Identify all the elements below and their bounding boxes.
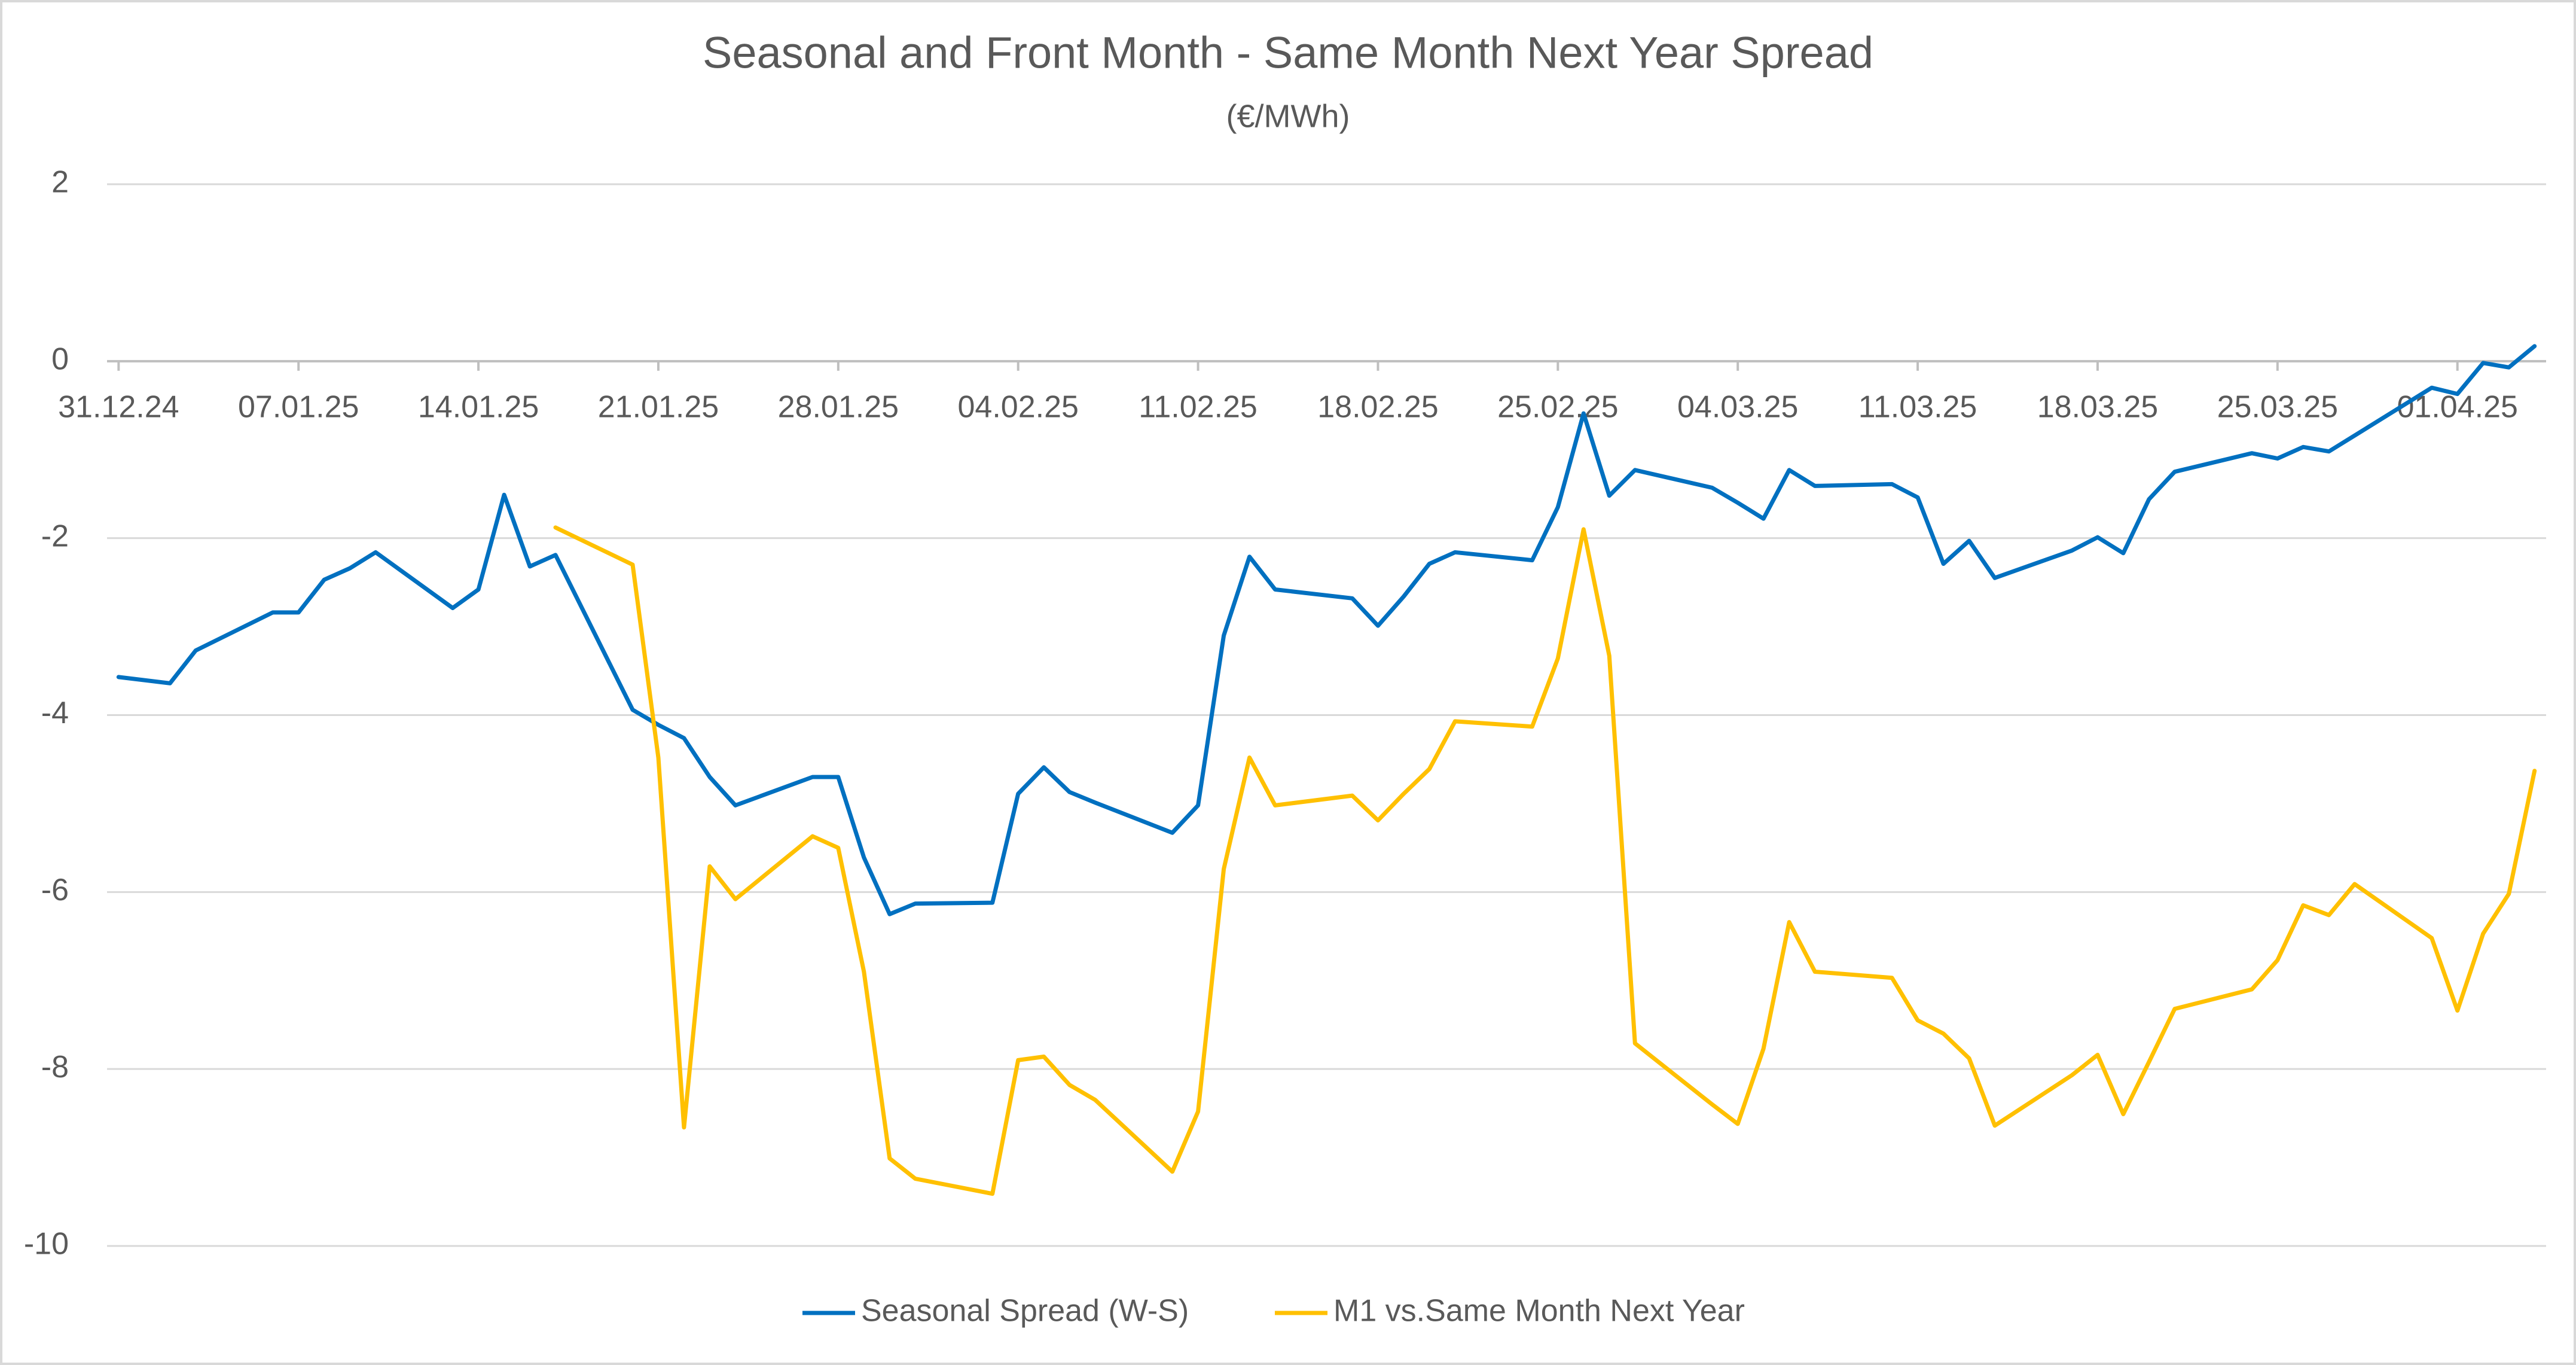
x-tick-label: 11.03.25 — [1858, 390, 1977, 425]
x-tick-label: 07.01.25 — [238, 390, 359, 425]
chart-title: Seasonal and Front Month - Same Month Ne… — [703, 28, 1873, 78]
chart-subtitle: (€/MWh) — [1226, 98, 1350, 134]
x-tick-label: 28.01.25 — [778, 390, 899, 425]
y-tick-label: 0 — [51, 342, 69, 377]
x-tick-label: 25.02.25 — [1497, 390, 1618, 425]
x-tick-label: 21.01.25 — [598, 390, 719, 425]
y-tick-label: -2 — [41, 519, 69, 553]
y-tick-label: 2 — [51, 165, 69, 200]
y-tick-label: -6 — [41, 873, 69, 907]
x-tick-label: 11.02.25 — [1139, 390, 1258, 425]
x-tick-label: 18.03.25 — [2037, 390, 2158, 425]
x-tick-label: 18.02.25 — [1317, 390, 1438, 425]
x-tick-label: 25.03.25 — [2217, 390, 2338, 425]
legend-label: M1 vs.Same Month Next Year — [1333, 1294, 1745, 1329]
legend-item: Seasonal Spread (W-S) — [802, 1294, 1189, 1329]
y-tick-label: -8 — [41, 1050, 69, 1084]
series-line — [116, 344, 2537, 916]
x-tick-label: 31.12.24 — [58, 390, 179, 425]
y-tick-label: -4 — [41, 696, 69, 730]
x-tick-label: 04.03.25 — [1677, 390, 1798, 425]
series-line — [553, 525, 2537, 1196]
legend-item: M1 vs.Same Month Next Year — [1275, 1294, 1745, 1329]
x-tick-label: 04.02.25 — [958, 390, 1079, 425]
y-tick-label: -10 — [24, 1227, 69, 1262]
legend-label: Seasonal Spread (W-S) — [861, 1294, 1189, 1329]
x-tick-label: 14.01.25 — [418, 390, 539, 425]
